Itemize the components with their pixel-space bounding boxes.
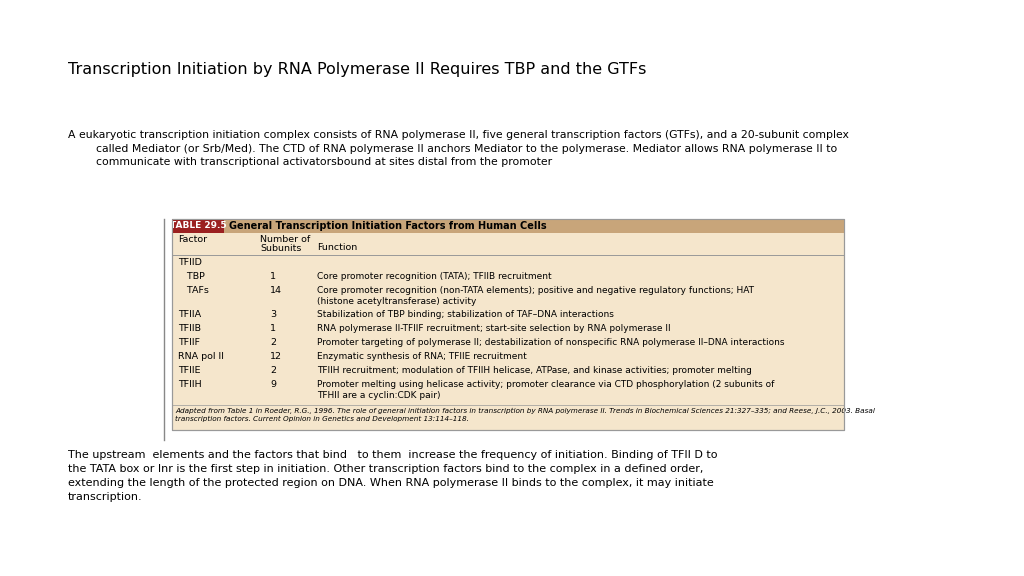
Text: communicate with transcriptional activatorsbound at sites distal from the promot: communicate with transcriptional activat… <box>96 157 552 167</box>
Text: TFIIE: TFIIE <box>178 366 201 375</box>
Text: Promoter melting using helicase activity; promoter clearance via CTD phosphoryla: Promoter melting using helicase activity… <box>317 380 774 400</box>
Text: extending the length of the protected region on DNA. When RNA polymerase II bind: extending the length of the protected re… <box>68 478 714 488</box>
Text: RNA polymerase II-TFIIF recruitment; start-site selection by RNA polymerase II: RNA polymerase II-TFIIF recruitment; sta… <box>317 324 671 333</box>
Text: TFIIH: TFIIH <box>178 380 202 389</box>
Text: 14: 14 <box>270 286 282 295</box>
Text: A eukaryotic transcription initiation complex consists of RNA polymerase II, fiv: A eukaryotic transcription initiation co… <box>68 130 849 140</box>
Text: 9: 9 <box>270 380 276 389</box>
Text: Transcription Initiation by RNA Polymerase II Requires TBP and the GTFs: Transcription Initiation by RNA Polymera… <box>68 62 646 77</box>
Bar <box>172 219 224 233</box>
Bar <box>172 219 844 233</box>
Text: TBP: TBP <box>178 272 205 281</box>
Text: transcription.: transcription. <box>68 492 142 502</box>
Text: Function: Function <box>317 243 357 252</box>
Text: called Mediator (or Srb/Med). The CTD of RNA polymerase II anchors Mediator to t: called Mediator (or Srb/Med). The CTD of… <box>96 143 838 153</box>
Text: transcription factors. Current Opinion in Genetics and Development 13:114–118.: transcription factors. Current Opinion i… <box>175 416 469 422</box>
Text: 3: 3 <box>270 310 276 319</box>
Text: TFIIH recruitment; modulation of TFIIH helicase, ATPase, and kinase activities; : TFIIH recruitment; modulation of TFIIH h… <box>317 366 752 375</box>
Text: Stabilization of TBP binding; stabilization of TAF–DNA interactions: Stabilization of TBP binding; stabilizat… <box>317 310 613 319</box>
Bar <box>172 219 844 430</box>
Text: TFIIB: TFIIB <box>178 324 201 333</box>
Text: 2: 2 <box>270 366 276 375</box>
Text: Core promoter recognition (TATA); TFIIB recruitment: Core promoter recognition (TATA); TFIIB … <box>317 272 552 281</box>
Text: 2: 2 <box>270 338 276 347</box>
Text: General Transcription Initiation Factors from Human Cells: General Transcription Initiation Factors… <box>229 221 547 231</box>
Text: 12: 12 <box>270 352 282 361</box>
Text: TABLE 29.5: TABLE 29.5 <box>170 222 226 230</box>
Text: RNA pol II: RNA pol II <box>178 352 224 361</box>
Text: TFIIA: TFIIA <box>178 310 201 319</box>
Text: Factor: Factor <box>178 235 207 244</box>
Text: TFIIF: TFIIF <box>178 338 200 347</box>
Text: The upstream  elements and the factors that bind   to them  increase the frequen: The upstream elements and the factors th… <box>68 450 718 460</box>
Bar <box>172 219 844 430</box>
Text: TFIID: TFIID <box>178 258 202 267</box>
Text: 1: 1 <box>270 324 276 333</box>
Text: Core promoter recognition (non-TATA elements); positive and negative regulatory : Core promoter recognition (non-TATA elem… <box>317 286 754 306</box>
Text: Enzymatic synthesis of RNA; TFIIE recruitment: Enzymatic synthesis of RNA; TFIIE recrui… <box>317 352 526 361</box>
Text: Promoter targeting of polymerase II; destabilization of nonspecific RNA polymera: Promoter targeting of polymerase II; des… <box>317 338 784 347</box>
Text: Adapted from Table 1 in Roeder, R.G., 1996. The role of general initiation facto: Adapted from Table 1 in Roeder, R.G., 19… <box>175 408 874 414</box>
Text: Subunits: Subunits <box>260 244 301 253</box>
Text: Number of: Number of <box>260 235 310 244</box>
Text: 1: 1 <box>270 272 276 281</box>
Text: TAFs: TAFs <box>178 286 209 295</box>
Text: the TATA box or Inr is the first step in initiation. Other transcription factors: the TATA box or Inr is the first step in… <box>68 464 703 474</box>
